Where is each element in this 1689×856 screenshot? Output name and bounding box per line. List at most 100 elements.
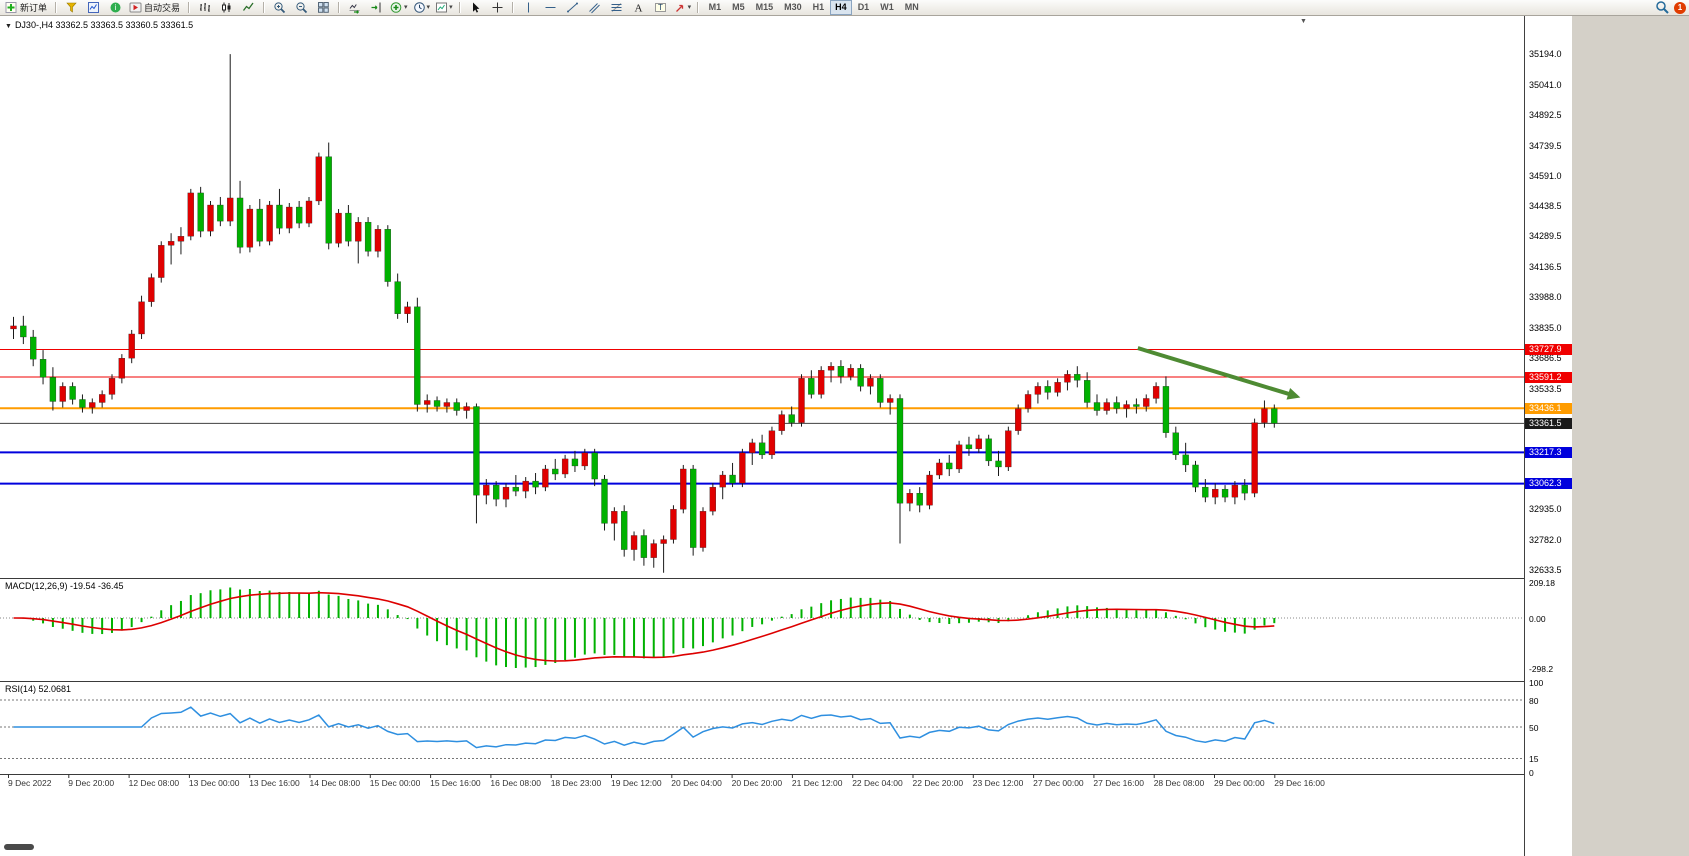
- price-tick-label: 35041.0: [1529, 79, 1562, 90]
- market-watch-icon[interactable]: [61, 0, 82, 16]
- timeframe-m30-button[interactable]: M30: [784, 2, 802, 12]
- templates-button[interactable]: ▾: [433, 0, 455, 16]
- vertical-line-tool-icon[interactable]: [518, 0, 539, 16]
- time-axis-label: 15 Dec 16:00: [430, 778, 481, 788]
- time-axis-label: 19 Dec 12:00: [611, 778, 662, 788]
- data-window-icon[interactable]: [83, 0, 104, 16]
- fibonacci-tool-icon[interactable]: [606, 0, 627, 16]
- price-tick-label: 34591.0: [1529, 170, 1562, 181]
- text-tool-icon[interactable]: A: [628, 0, 649, 16]
- price-axis[interactable]: 35194.0 35041.0 34892.5 34739.5 34591.0 34438…: [1524, 16, 1572, 856]
- navigator-icon[interactable]: i: [105, 0, 126, 16]
- time-axis-label: 20 Dec 04:00: [671, 778, 722, 788]
- price-tick-label: 33533.5: [1529, 383, 1562, 394]
- time-axis-label: 23 Dec 12:00: [972, 778, 1024, 788]
- indicators-icon: [390, 1, 403, 14]
- zoom-in-icon[interactable]: [269, 0, 290, 16]
- timeframe-mn-button[interactable]: MN: [904, 2, 919, 12]
- cursor-icon[interactable]: [465, 0, 486, 16]
- arrows-tool-button[interactable]: ▾: [672, 0, 694, 16]
- time-axis: 9 Dec 2022 9 Dec 20:00 12 Dec 08:00 13 Dec …: [0, 775, 1524, 791]
- template-icon: [435, 1, 448, 14]
- indicators-button[interactable]: ▾: [388, 0, 410, 16]
- search-icon[interactable]: [1652, 0, 1673, 16]
- rsi-indicator-label: RSI(14) 52.0681: [5, 684, 72, 694]
- price-tick-label: 34892.5: [1529, 109, 1562, 120]
- timeframe-h1-button[interactable]: H1: [812, 2, 825, 12]
- zoom-out-icon[interactable]: [291, 0, 312, 16]
- resistance-line-lower-badge[interactable]: 33591.2: [1525, 371, 1572, 383]
- panel-splitter-axis[interactable]: [0, 771, 1524, 777]
- timeframe-h4-button[interactable]: H4: [830, 0, 852, 15]
- text-label-tool-icon[interactable]: T: [650, 0, 671, 16]
- rsi-axis-label: 15: [1529, 754, 1539, 764]
- trend-arrow-annotation[interactable]: [1137, 346, 1301, 400]
- bar-chart-icon[interactable]: [194, 0, 215, 16]
- timeframe-group: M1 M5 M15 M30 H1 H4 D1 W1 MN: [703, 0, 924, 15]
- dropdown-caret-icon: ▾: [449, 3, 453, 11]
- support-line-lower-badge[interactable]: 33062.3: [1525, 478, 1572, 490]
- price-tick-label: 32633.5: [1529, 565, 1562, 576]
- timeframe-d1-button[interactable]: D1: [857, 2, 870, 12]
- macd-indicator-label: MACD(12,26,9) -19.54 -36.45: [5, 581, 124, 591]
- rsi-axis-label: 80: [1529, 695, 1539, 706]
- panel-splitter-macd[interactable]: [0, 575, 1524, 581]
- macd-panel: [0, 587, 1524, 669]
- svg-text:T: T: [658, 3, 663, 12]
- rsi-panel: [0, 699, 1524, 759]
- timeframe-m1-button[interactable]: M1: [708, 2, 722, 12]
- time-axis-label: 15 Dec 00:00: [369, 778, 421, 788]
- crosshair-icon[interactable]: [487, 0, 508, 16]
- chart-collapse-icon[interactable]: ▼: [5, 23, 12, 30]
- timeframe-w1-button[interactable]: W1: [880, 2, 894, 12]
- toolbar-separator: [55, 2, 58, 13]
- support-line-upper-badge[interactable]: 33217.3: [1525, 446, 1572, 458]
- tile-windows-icon[interactable]: [313, 0, 334, 16]
- timeframe-m15-button[interactable]: M15: [755, 2, 774, 12]
- macd-axis-label: 209.18: [1529, 578, 1555, 589]
- line-chart-icon[interactable]: [238, 0, 259, 16]
- candlestick-series: [10, 54, 1278, 573]
- autotrading-button[interactable]: 自动交易: [127, 0, 184, 16]
- right-gutter: [1572, 16, 1689, 856]
- periods-button[interactable]: ▾: [411, 0, 433, 16]
- price-tick-label: 35194.0: [1529, 49, 1562, 60]
- dropdown-caret-icon: ▾: [404, 3, 408, 11]
- time-axis-label: 20 Dec 20:00: [731, 778, 783, 788]
- main-toolbar: 新订单 i 自动交易 ▾ ▾ ▾ A T ▾ M1 M5 M15 M30 H1 H4 D1 W…: [0, 0, 1689, 16]
- price-tick-label: 34289.5: [1529, 231, 1562, 242]
- chart-shift-marker[interactable]: ▼: [1300, 18, 1307, 25]
- time-axis-label: 16 Dec 08:00: [490, 778, 541, 788]
- time-axis-label: 29 Dec 16:00: [1274, 778, 1325, 788]
- horizontal-line-tool-icon[interactable]: [540, 0, 561, 16]
- horizontal-scrollbar[interactable]: [0, 792, 1524, 856]
- price-tick-label: 33988.0: [1529, 292, 1562, 303]
- time-axis-label: 13 Dec 16:00: [249, 778, 300, 788]
- trendline-tool-icon[interactable]: [562, 0, 583, 16]
- new-order-button[interactable]: 新订单: [3, 0, 51, 16]
- time-axis-label: 14 Dec 08:00: [309, 778, 361, 788]
- toolbar-separator: [338, 2, 341, 13]
- candlestick-chart-icon[interactable]: [216, 0, 237, 16]
- price-tick-label: 34136.5: [1529, 262, 1562, 273]
- chart-title-text: DJ30-,H4 33362.5 33363.5 33360.5 33361.5: [14, 20, 194, 30]
- toolbar-separator: [188, 2, 191, 13]
- panel-splitter-rsi[interactable]: [0, 678, 1524, 684]
- auto-scroll-icon[interactable]: [344, 0, 365, 16]
- pivot-line-badge[interactable]: 33436.1: [1525, 402, 1572, 414]
- current-price-badge[interactable]: 33361.5: [1525, 417, 1572, 429]
- chart-shift-icon[interactable]: [366, 0, 387, 16]
- chart-canvas[interactable]: [0, 16, 1524, 856]
- macd-axis-label: 0.00: [1529, 613, 1546, 624]
- horizontal-scrollbar-thumb[interactable]: [4, 844, 34, 850]
- time-axis-label: 29 Dec 00:00: [1214, 778, 1265, 788]
- channel-tool-icon[interactable]: [584, 0, 605, 16]
- notification-badge[interactable]: 1: [1674, 1, 1686, 14]
- new-order-label: 新订单: [20, 3, 48, 13]
- autotrading-label: 自动交易: [144, 3, 181, 13]
- timeframe-m5-button[interactable]: M5: [732, 2, 745, 12]
- time-axis-label: 21 Dec 12:00: [791, 778, 843, 788]
- rsi-axis-label: 50: [1529, 722, 1539, 733]
- chart-title: ▼ DJ30-,H4 33362.5 33363.5 33360.5 33361.…: [5, 20, 193, 30]
- resistance-line-upper-badge[interactable]: 33727.9: [1525, 344, 1572, 355]
